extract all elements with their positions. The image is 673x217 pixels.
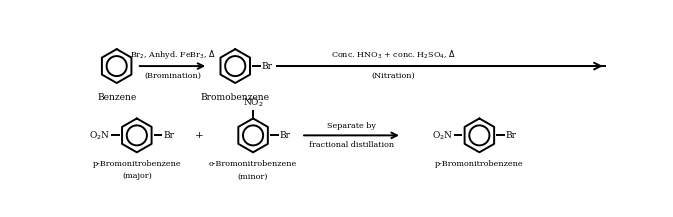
Text: Br: Br (262, 62, 273, 71)
Text: O$_2$N: O$_2$N (432, 129, 453, 142)
Text: Conc. HNO$_3$ + conc. H$_2$SO$_4$, $\Delta$: Conc. HNO$_3$ + conc. H$_2$SO$_4$, $\Del… (330, 48, 456, 61)
Text: fractional distillation: fractional distillation (309, 141, 394, 149)
Text: NO$_2$: NO$_2$ (243, 97, 263, 109)
Text: Br$_2$, Anhyd. FeBr$_3$, $\Delta$: Br$_2$, Anhyd. FeBr$_3$, $\Delta$ (129, 48, 215, 61)
Text: o-Bromonitrobenzene: o-Bromonitrobenzene (209, 160, 297, 168)
Text: Br: Br (505, 131, 517, 140)
Text: (minor): (minor) (238, 172, 269, 180)
Text: +: + (194, 131, 203, 140)
Text: Br: Br (163, 131, 174, 140)
Text: p-Bromonitrobenzene: p-Bromonitrobenzene (435, 160, 524, 168)
Text: Bromobenzene: Bromobenzene (201, 93, 270, 102)
Text: Benzene: Benzene (97, 93, 137, 102)
Text: O$_2$N: O$_2$N (90, 129, 110, 142)
Text: (Bromination): (Bromination) (144, 71, 201, 79)
Text: (Nitration): (Nitration) (371, 71, 415, 79)
Text: Separate by: Separate by (327, 122, 376, 130)
Text: p-Bromonitrobenzene: p-Bromonitrobenzene (92, 160, 181, 168)
Text: (major): (major) (122, 172, 152, 180)
Text: Br: Br (279, 131, 291, 140)
